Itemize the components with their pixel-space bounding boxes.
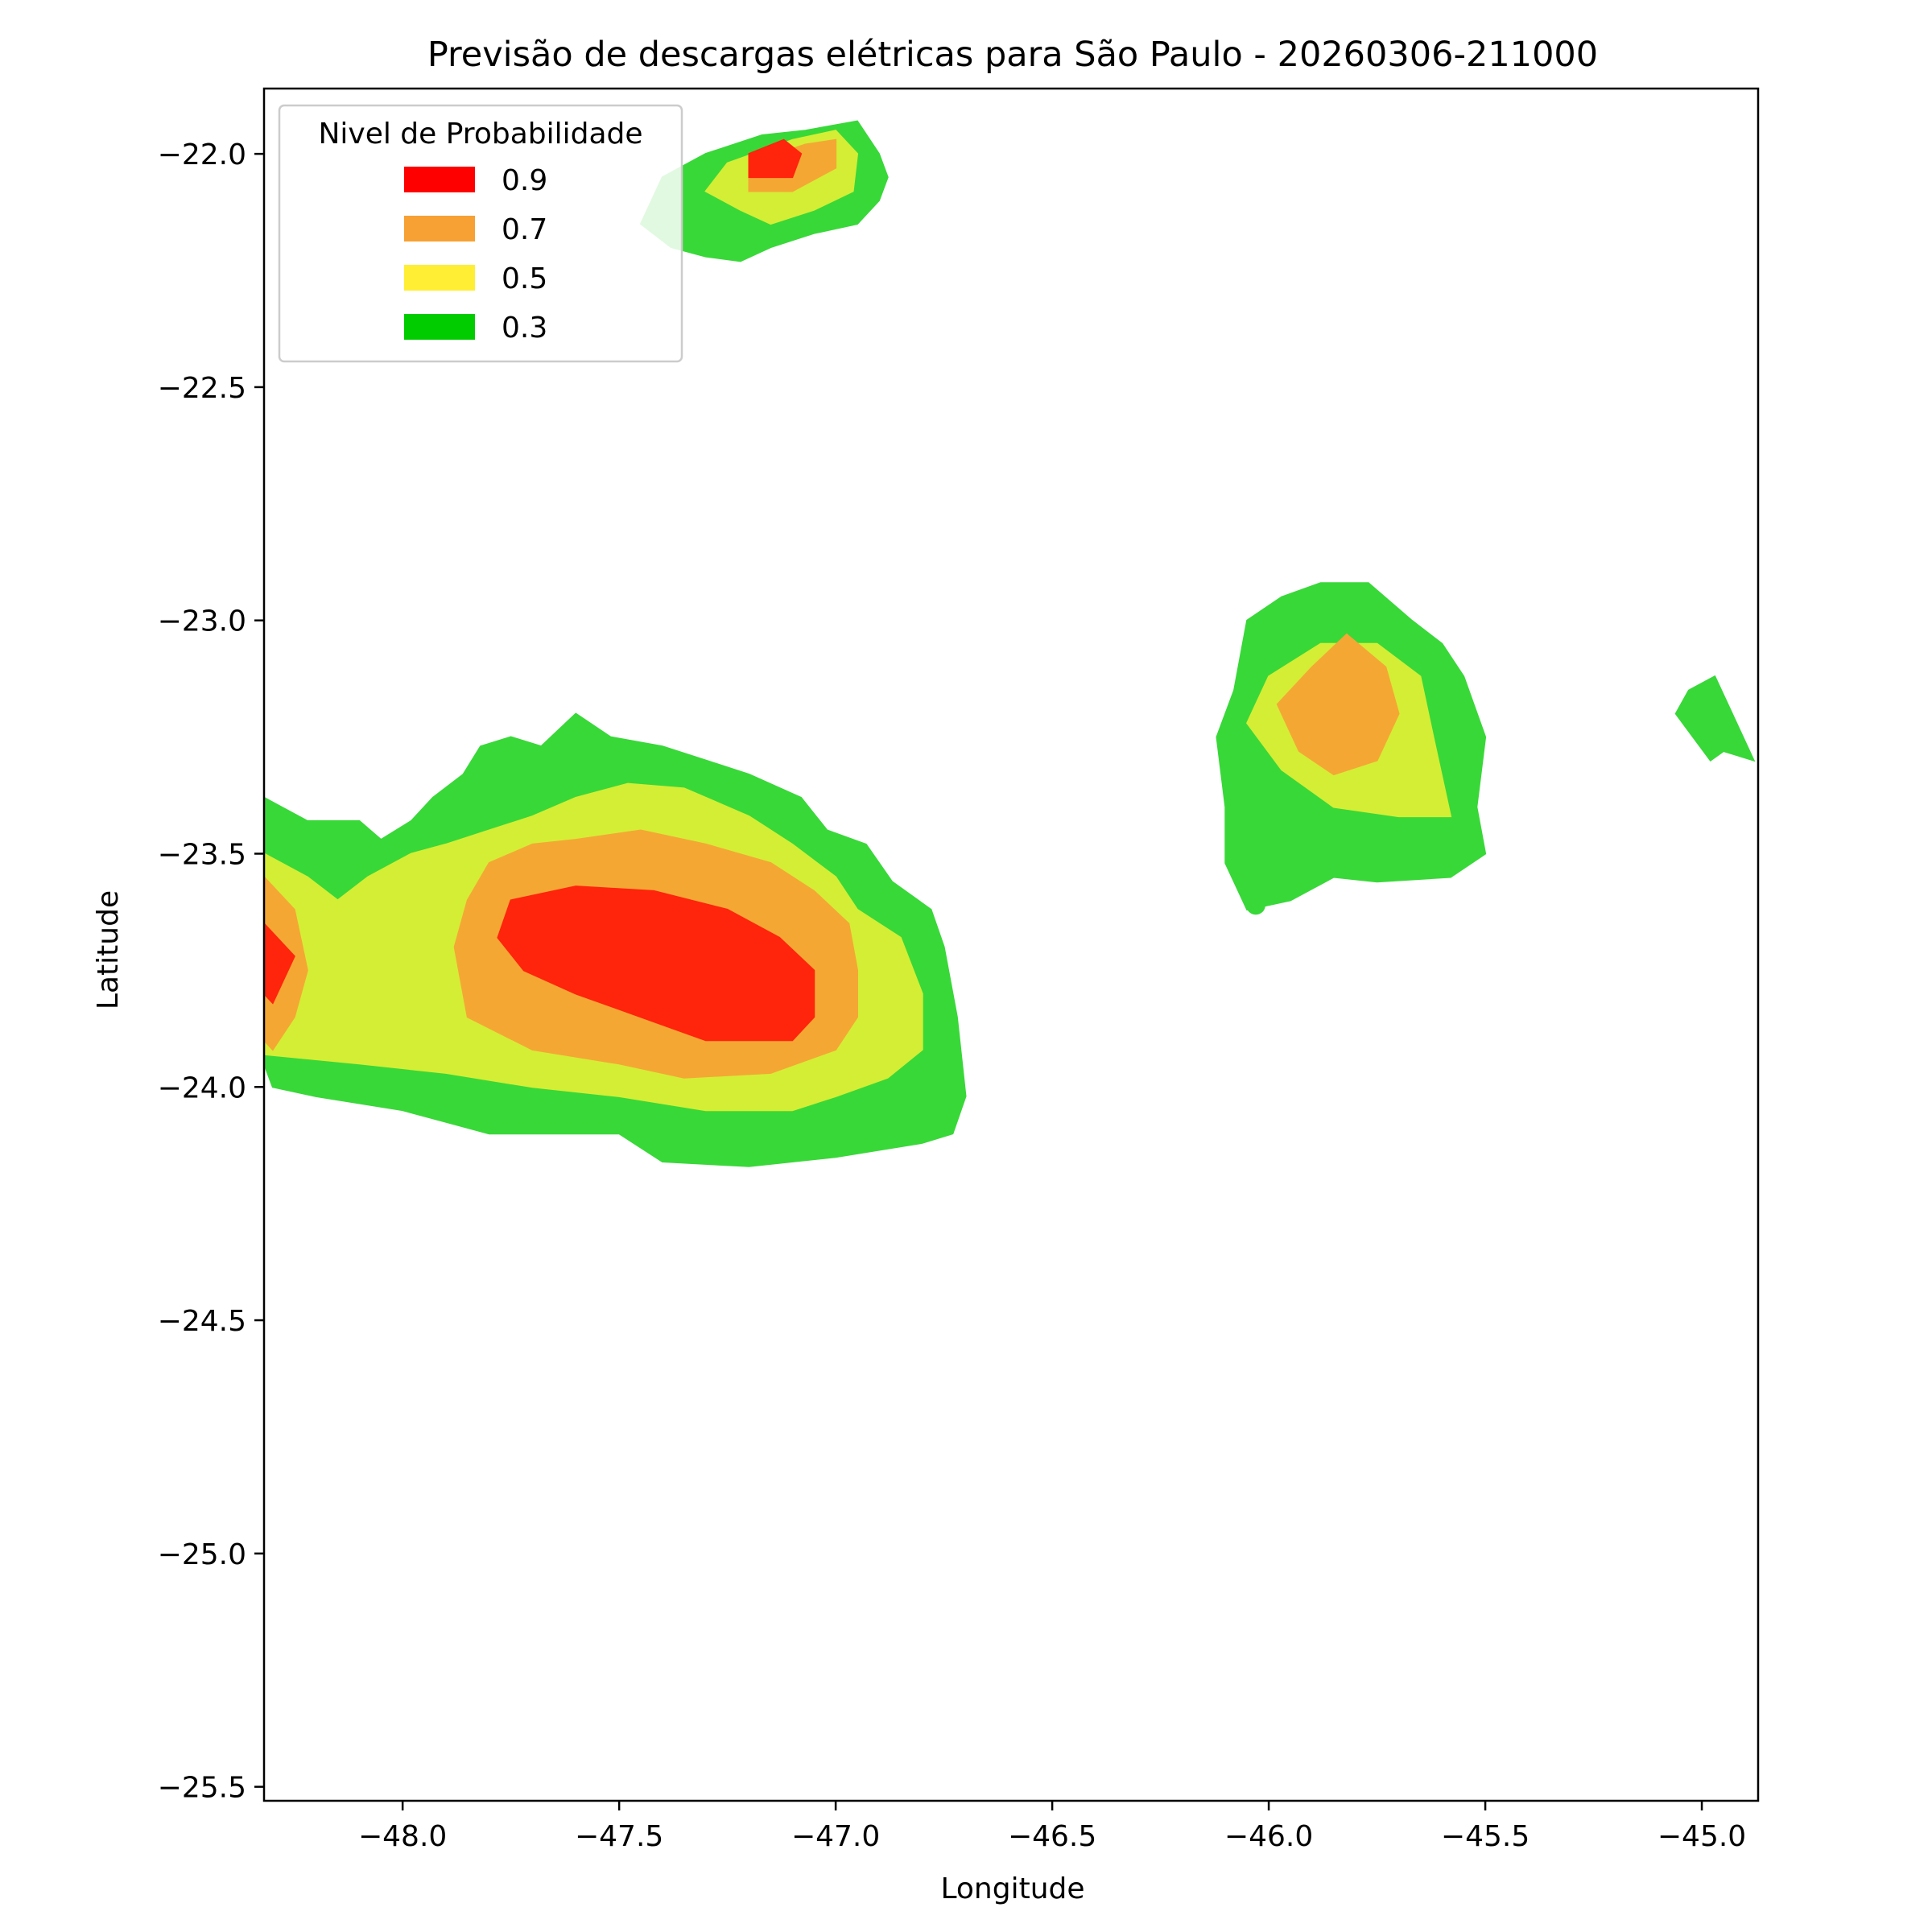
legend-label-07: 0.7: [502, 213, 547, 246]
legend-swatch-09: [404, 167, 475, 192]
y-axis-title: Latitude: [92, 890, 125, 1009]
contour-point-0: [1245, 895, 1265, 915]
legend-label-03: 0.3: [502, 312, 547, 345]
y-tick-label: −23.0: [158, 605, 246, 638]
y-tick-label: −24.5: [158, 1305, 246, 1338]
y-tick-label: −25.0: [158, 1538, 246, 1571]
legend-swatch-05: [404, 265, 475, 291]
y-tick-label: −25.5: [158, 1772, 246, 1805]
legend: Nivel de Probabilidade 0.9 0.7 0.5 0.3: [278, 104, 683, 363]
chart-title: Previsão de descargas elétricas para São…: [427, 35, 1598, 75]
legend-label-09: 0.9: [502, 164, 547, 197]
y-tick-label: −22.5: [158, 372, 246, 405]
x-tick-label: −48.0: [358, 1820, 447, 1853]
legend-title: Nivel de Probabilidade: [318, 118, 642, 151]
y-tick-label: −23.5: [158, 838, 246, 871]
y-tick-label: −24.0: [158, 1071, 246, 1104]
legend-swatch-07: [404, 216, 475, 242]
plot-area: [262, 87, 1760, 1802]
x-axis: −48.0 −47.5 −47.0 −46.5 −46.0 −45.5 −45.0: [358, 1801, 1746, 1853]
contour-07-region-2: [1276, 633, 1400, 776]
contour-09-region-0: [264, 922, 295, 1005]
x-axis-title: Longitude: [940, 1872, 1084, 1905]
contour-layer: [264, 120, 1756, 1167]
x-tick-label: −45.0: [1657, 1820, 1746, 1853]
contour-09-region-1: [497, 886, 815, 1042]
contour-03-region-2: [1674, 675, 1756, 762]
x-tick-label: −47.5: [575, 1820, 663, 1853]
x-tick-label: −45.5: [1441, 1820, 1530, 1853]
x-tick-label: −46.5: [1008, 1820, 1096, 1853]
y-tick-label: −22.0: [158, 138, 246, 171]
x-tick-label: −46.0: [1224, 1820, 1313, 1853]
legend-swatch-03: [404, 314, 475, 340]
contour-09-region-2: [748, 138, 803, 179]
y-axis: −22.0 −22.5 −23.0 −23.5 −24.0 −24.5 −25.0 −25.5: [158, 138, 264, 1805]
x-tick-label: −47.0: [791, 1820, 880, 1853]
legend-frame: [278, 104, 683, 363]
legend-label-05: 0.5: [502, 262, 547, 295]
